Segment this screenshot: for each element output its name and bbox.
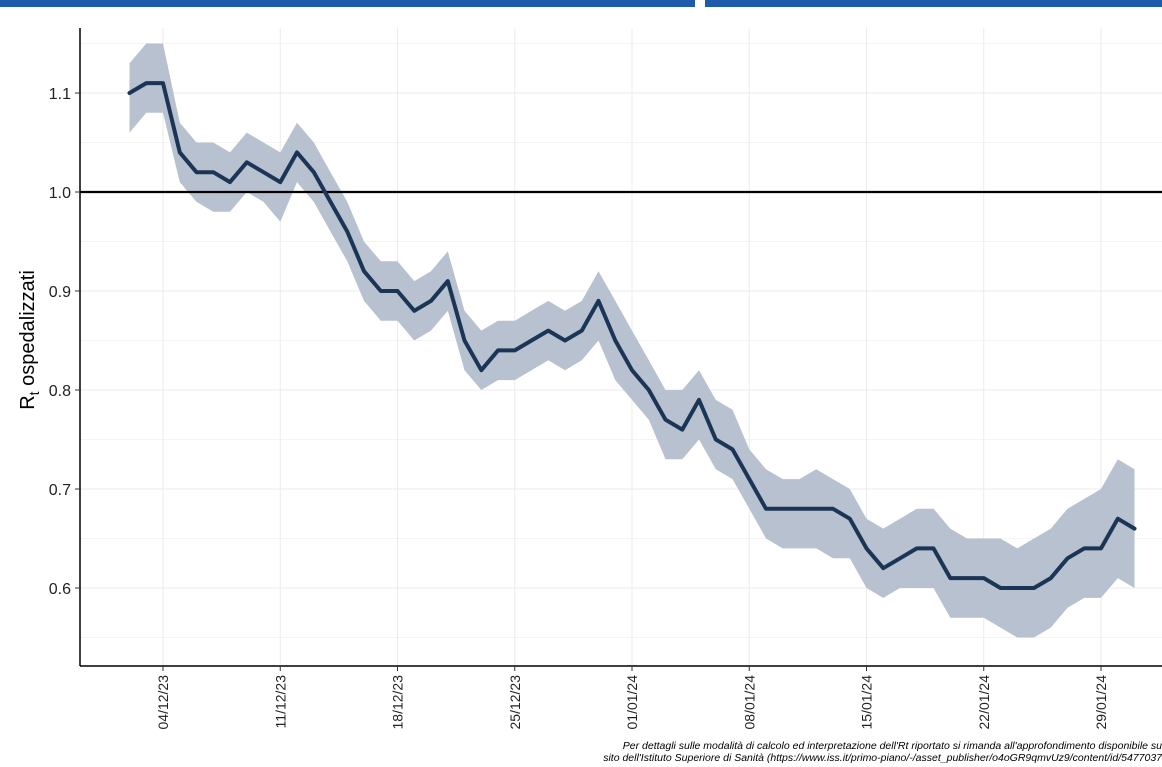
footnote-line-1: Per dettagli sulle modalità di calcolo e… xyxy=(622,740,1162,752)
y-tick-label: 0.6 xyxy=(49,581,71,598)
x-tick-label: 08/01/24 xyxy=(741,675,757,730)
header-bar-left xyxy=(0,0,695,7)
y-tick-label: 1.0 xyxy=(49,185,71,202)
x-tick-label: 01/01/24 xyxy=(624,675,640,730)
y-tick-label: 0.9 xyxy=(49,284,71,301)
x-ticks: 04/12/23 11/12/23 18/12/23 25/12/23 01/01/24… xyxy=(155,666,1109,730)
y-tick-label: 1.1 xyxy=(49,86,71,103)
x-tick-label: 15/01/24 xyxy=(859,675,875,730)
rt-series-line xyxy=(127,81,1137,590)
confidence-band xyxy=(129,43,1135,638)
header-bar-right xyxy=(705,0,1162,7)
y-ticks: 0.6 0.7 0.8 0.9 1.0 1.1 xyxy=(49,86,80,598)
x-tick-label: 11/12/23 xyxy=(272,675,288,729)
footnote-line-2: sito dell'Istituto Superiore di Sanità (… xyxy=(603,752,1162,764)
y-tick-label: 0.8 xyxy=(49,383,71,400)
x-tick-label: 25/12/23 xyxy=(507,675,523,730)
x-tick-label: 22/01/24 xyxy=(976,675,992,730)
footnote: Per dettagli sulle modalità di calcolo e… xyxy=(0,740,1162,764)
y-axis-label: Rt ospedalizzati xyxy=(17,270,42,410)
x-tick-label: 04/12/23 xyxy=(155,675,171,730)
y-tick-label: 0.7 xyxy=(49,482,71,499)
x-tick-label: 29/01/24 xyxy=(1093,675,1109,730)
x-tick-label: 18/12/23 xyxy=(390,675,406,730)
